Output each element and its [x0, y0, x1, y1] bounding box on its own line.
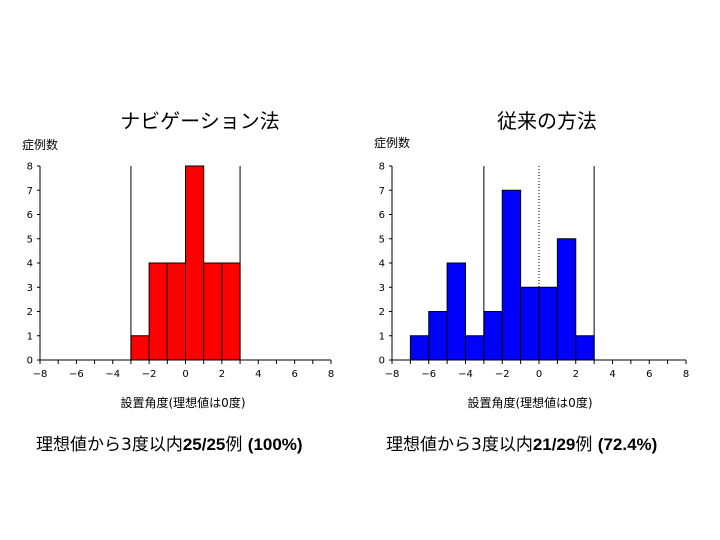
navigation-x-tick-label-2: −4	[105, 369, 120, 380]
conventional-bar-1	[428, 311, 448, 361]
navigation-bar-0	[130, 335, 150, 361]
conventional-x-tick-label-2: −4	[458, 369, 473, 380]
conventional-chart-title: 従来の方法	[497, 109, 597, 133]
conventional-y-tick-label-7: 7	[379, 186, 385, 197]
navigation-x-tick-label-1: −6	[69, 369, 84, 380]
conventional-bar-0	[409, 335, 430, 361]
navigation-x-tick-label-4: 0	[182, 369, 188, 380]
conventional-x-tick-label-5: 2	[573, 369, 579, 380]
navigation-bar-2	[166, 262, 186, 361]
conventional-x-tick-label-6: 4	[609, 369, 615, 380]
conventional-bar-5	[501, 189, 522, 361]
conventional-y-tick-label-4: 4	[379, 259, 385, 270]
conventional-y-tick-label-0: 0	[379, 356, 385, 367]
navigation-y-tick-label-3: 3	[27, 283, 33, 294]
navigation-y-tick-label-1: 1	[27, 331, 33, 342]
navigation-x-tick-label-0: −8	[33, 369, 48, 380]
conventional-y-tick-label-3: 3	[379, 283, 385, 294]
conventional-summary-unit: 例	[575, 435, 593, 455]
conventional-x-tick-label-8: 8	[683, 369, 689, 380]
navigation-bar-5	[221, 262, 241, 361]
navigation-y-tick-label-5: 5	[27, 234, 33, 245]
conventional-x-tick-label-3: −2	[495, 369, 510, 380]
navigation-y-tick-label-6: 6	[27, 210, 33, 221]
navigation-summary: 理想値から3度以内25/25例 (100%)	[36, 430, 303, 455]
navigation-y-tick-label-0: 0	[27, 356, 33, 367]
navigation-chart-title: ナビゲーション法	[120, 109, 280, 133]
conventional-y-tick-label-1: 1	[379, 331, 385, 342]
conventional-bar-8	[556, 238, 577, 361]
conventional-y-tick-label-8: 8	[379, 162, 385, 173]
conventional-bar-3	[465, 335, 485, 361]
conventional-summary-prefix: 理想値から3度以内	[386, 435, 533, 455]
conventional-bar-7	[538, 286, 558, 361]
conventional-x-tick-label-4: 0	[536, 369, 542, 380]
navigation-x-tick-label-6: 4	[255, 369, 261, 380]
navigation-x-tick-label-7: 6	[291, 369, 297, 380]
conventional-y-tick-label-6: 6	[379, 210, 385, 221]
conventional-x-axis-label: 設置角度(理想値は0度)	[468, 395, 593, 410]
conventional-bar-9	[575, 335, 595, 361]
conventional-bar-4	[483, 311, 503, 361]
navigation-x-tick-label-8: 8	[328, 369, 334, 380]
navigation-x-tick-label-5: 2	[219, 369, 225, 380]
conventional-summary: 理想値から3度以内21/29例 (72.4%)	[386, 430, 657, 455]
navigation-bar-1	[148, 262, 168, 361]
navigation-bar-4	[203, 262, 223, 361]
navigation-y-tick-label-8: 8	[27, 162, 33, 173]
navigation-summary-percent: (100%)	[247, 435, 303, 454]
navigation-y-tick-label-2: 2	[27, 307, 33, 318]
navigation-y-tick-label-7: 7	[27, 186, 33, 197]
conventional-bar-6	[520, 286, 540, 361]
navigation-summary-unit: 例	[225, 435, 243, 455]
navigation-y-tick-label-4: 4	[27, 259, 33, 270]
navigation-x-axis-label: 設置角度(理想値は0度)	[121, 395, 246, 410]
conventional-summary-percent: (72.4%)	[597, 435, 658, 454]
navigation-summary-ratio: 25/25	[182, 435, 226, 454]
conventional-x-tick-label-1: −6	[421, 369, 436, 380]
navigation-x-tick-label-3: −2	[142, 369, 157, 380]
conventional-y-axis-label: 症例数	[374, 135, 410, 150]
conventional-y-tick-label-2: 2	[379, 307, 385, 318]
navigation-summary-prefix: 理想値から3度以内	[36, 435, 183, 455]
conventional-x-tick-label-0: −8	[385, 369, 400, 380]
conventional-y-tick-label-5: 5	[379, 234, 385, 245]
conventional-bar-2	[446, 262, 466, 361]
navigation-y-axis-label: 症例数	[22, 137, 58, 152]
navigation-bar-3	[185, 165, 205, 361]
conventional-summary-ratio: 21/29	[532, 435, 576, 454]
conventional-x-tick-label-7: 6	[646, 369, 652, 380]
